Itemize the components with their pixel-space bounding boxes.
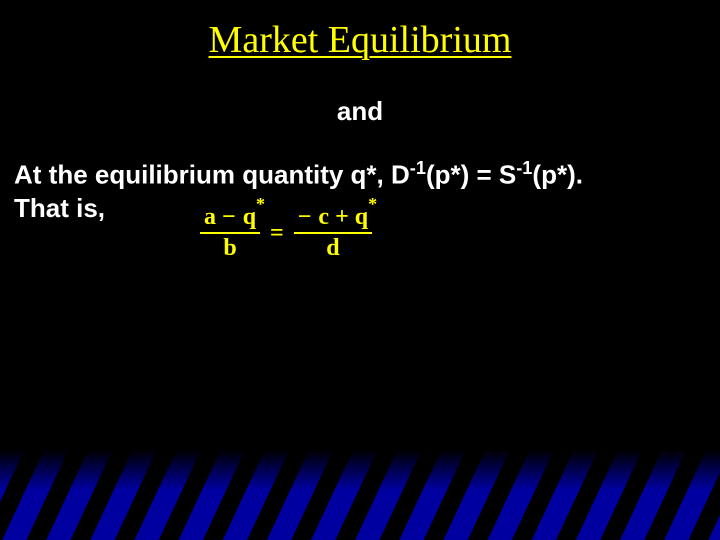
eq-c: c xyxy=(318,204,329,230)
body-line1-prefix: At the equilibrium quantity q*, D xyxy=(14,160,410,190)
slide-title: Market Equilibrium xyxy=(0,0,720,62)
eq-q-left: q xyxy=(243,204,256,230)
body-line1-suffix: (p*). xyxy=(532,160,583,190)
equation-right-fraction: − c + q* d xyxy=(294,205,372,261)
body-line1-sup1: -1 xyxy=(410,158,426,178)
eq-star-right: * xyxy=(368,195,377,214)
equation-right-denominator: d xyxy=(322,236,343,261)
footer-hatching xyxy=(0,450,720,540)
equation-left-numerator: a − q* xyxy=(200,205,260,230)
eq-minus-left: − xyxy=(222,204,237,230)
body-line1-mid: (p*) = S xyxy=(426,160,516,190)
eq-q-right: q xyxy=(355,204,368,230)
and-label: and xyxy=(0,96,720,127)
slide: Market Equilibrium and At the equilibriu… xyxy=(0,0,720,540)
equation-left-denominator: b xyxy=(219,236,240,261)
body-line1-sup2: -1 xyxy=(516,158,532,178)
equals-sign: = xyxy=(270,220,284,247)
equation: a − q* b = − c + q* d xyxy=(200,205,372,261)
equation-right-numerator: − c + q* xyxy=(294,205,372,230)
equation-left-fraction: a − q* b xyxy=(200,205,260,261)
eq-minus-right: − xyxy=(298,204,313,230)
fraction-bar-left xyxy=(200,232,260,234)
body-line2: That is, xyxy=(14,193,105,223)
eq-plus: + xyxy=(335,204,349,230)
eq-star-left: * xyxy=(256,195,265,214)
fraction-bar-right xyxy=(294,232,372,234)
eq-a: a xyxy=(204,204,216,230)
